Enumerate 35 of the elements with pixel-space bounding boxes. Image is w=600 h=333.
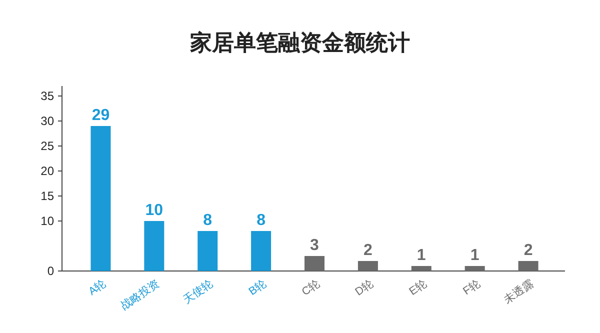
x-tick-label: C轮 <box>300 278 322 298</box>
x-tick-label: 战略投资 <box>118 278 162 313</box>
data-label: 10 <box>145 202 164 219</box>
bar <box>464 266 485 271</box>
bar <box>144 221 164 271</box>
data-label: 1 <box>470 247 480 264</box>
data-label: 8 <box>256 212 266 229</box>
x-tick-label: A轮 <box>86 278 108 298</box>
y-tick-label: 25 <box>40 139 54 153</box>
y-tick-label: 30 <box>40 114 54 128</box>
y-tick-label: 20 <box>40 164 54 178</box>
x-tick-label: F轮 <box>461 278 483 298</box>
y-tick-label: 15 <box>40 189 54 203</box>
x-tick-label: B轮 <box>246 278 269 298</box>
bar <box>518 261 538 271</box>
bar <box>198 231 218 271</box>
bar <box>304 256 324 271</box>
bar <box>358 261 378 271</box>
x-tick-label: 天使轮 <box>181 278 216 306</box>
data-label: 29 <box>92 107 110 124</box>
data-label: 8 <box>203 212 212 229</box>
chart-title: 家居单笔融资金额统计 <box>189 30 410 55</box>
bar <box>90 126 111 271</box>
bar <box>411 266 432 271</box>
data-label: 3 <box>310 237 320 254</box>
y-tick-label: 0 <box>47 264 54 278</box>
y-tick-label: 10 <box>40 214 54 228</box>
data-label: 2 <box>524 242 533 259</box>
data-label: 2 <box>363 242 372 259</box>
y-tick-label: 35 <box>40 89 54 103</box>
x-tick-label: D轮 <box>353 278 376 298</box>
x-tick-label: 未透露 <box>502 276 536 306</box>
bar <box>251 231 272 271</box>
x-tick-label: E轮 <box>407 278 430 298</box>
data-label: 1 <box>416 247 426 264</box>
